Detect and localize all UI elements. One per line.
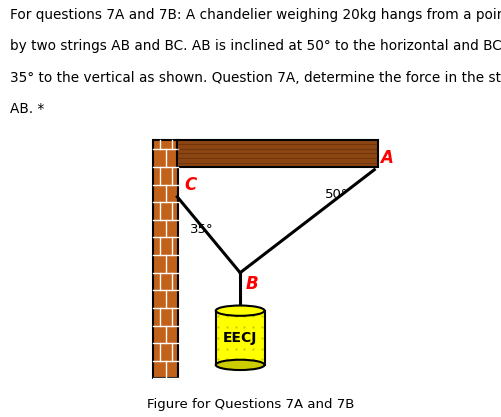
Bar bbox=[177, 140, 378, 167]
Ellipse shape bbox=[215, 360, 264, 370]
Text: C: C bbox=[184, 176, 196, 194]
Bar bbox=[215, 311, 264, 365]
Text: 35° to the vertical as shown. Question 7A, determine the force in the string: 35° to the vertical as shown. Question 7… bbox=[10, 71, 501, 85]
Text: by two strings AB and BC. AB is inclined at 50° to the horizontal and BC at: by two strings AB and BC. AB is inclined… bbox=[10, 39, 501, 53]
Text: 35°: 35° bbox=[189, 223, 213, 236]
Text: AB. *: AB. * bbox=[10, 102, 44, 116]
Text: A: A bbox=[379, 149, 392, 167]
Text: B: B bbox=[245, 275, 258, 294]
Bar bbox=[153, 140, 177, 379]
Text: For questions 7A and 7B: A chandelier weighing 20kg hangs from a point B: For questions 7A and 7B: A chandelier we… bbox=[10, 8, 501, 22]
Ellipse shape bbox=[215, 306, 264, 316]
Text: EECJ: EECJ bbox=[222, 331, 257, 345]
Text: 50°: 50° bbox=[324, 188, 347, 201]
Text: Figure for Questions 7A and 7B: Figure for Questions 7A and 7B bbox=[147, 398, 354, 411]
